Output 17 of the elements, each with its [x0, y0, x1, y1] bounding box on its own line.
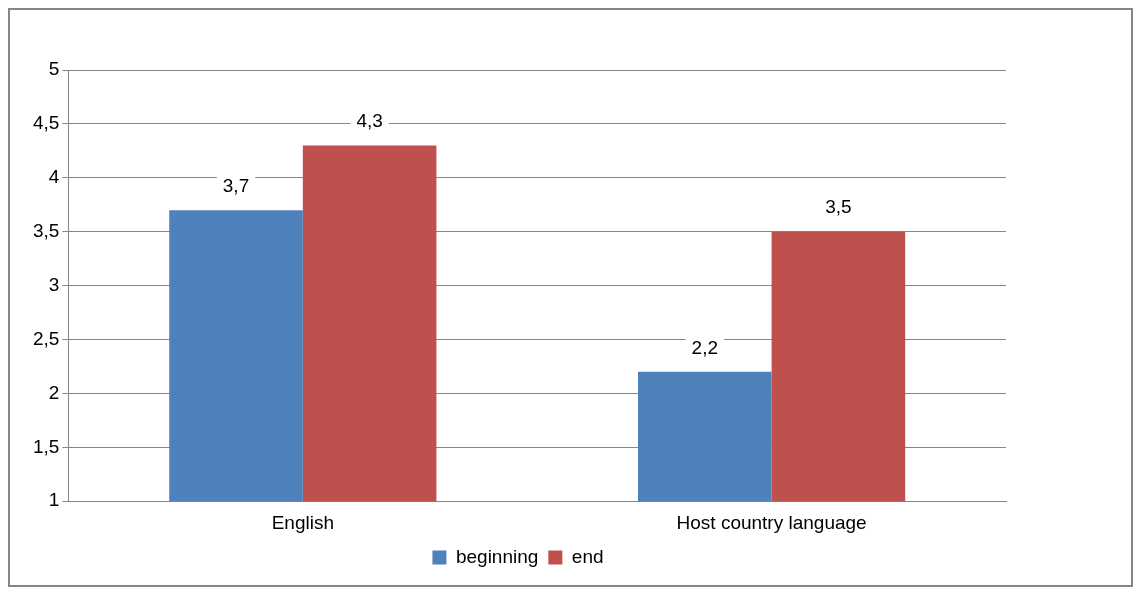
- y-tick-label: 5: [48, 58, 60, 80]
- y-tick-label: 2,5: [32, 327, 60, 349]
- x-tick-label: Host country language: [676, 511, 867, 533]
- x-tick-label: English: [271, 511, 334, 533]
- y-tick-label: 1: [48, 489, 60, 511]
- y-tick-label: 1,5: [32, 435, 60, 457]
- y-tick-label: 2: [48, 381, 60, 403]
- y-tick-label: 3,5: [32, 219, 60, 241]
- y-tick-label: 3: [48, 273, 60, 295]
- legend-label: end: [571, 545, 604, 567]
- data-label: 2,2: [691, 336, 719, 358]
- y-tick-label: 4: [48, 166, 60, 188]
- data-label: 4,3: [356, 110, 383, 132]
- data-label: 3,7: [222, 174, 250, 196]
- data-label: 3,5: [825, 196, 852, 218]
- y-tick-label: 4,5: [32, 112, 60, 134]
- legend-label: beginning: [455, 545, 539, 567]
